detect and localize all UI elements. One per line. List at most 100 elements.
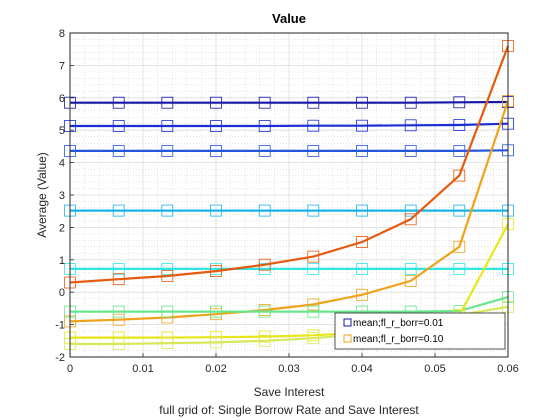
data-point <box>453 262 466 275</box>
data-point <box>453 169 466 182</box>
legend-box <box>334 312 506 350</box>
data-point <box>356 119 368 132</box>
data-point <box>404 213 417 226</box>
legend-marker-1 <box>343 318 352 327</box>
x-tick-label: 0.05 <box>424 363 445 375</box>
data-point <box>161 337 174 350</box>
x-tick-label: 0.01 <box>132 363 153 375</box>
legend-marker-2 <box>343 334 352 343</box>
data-point <box>161 305 174 318</box>
legend-label-2: mean;fl_r_borr=0.10 <box>353 334 444 345</box>
x-axis-title: Save Interest <box>254 385 325 399</box>
legend: mean;fl_r_borr=0.01 mean;fl_r_borr=0.10 <box>334 312 506 350</box>
chart-caption: full grid of: Single Borrow Rate and Sav… <box>159 403 419 417</box>
data-point <box>258 305 271 318</box>
data-point <box>210 204 222 217</box>
data-point <box>210 96 222 109</box>
legend-entry-2: mean;fl_r_borr=0.10 <box>343 334 444 345</box>
y-tick-label: 2 <box>59 222 65 234</box>
data-point <box>307 305 320 318</box>
y-tick-label: 4 <box>59 158 65 170</box>
x-tick-label: 0 <box>67 363 73 375</box>
data-point <box>112 273 125 286</box>
series-line-2 <box>70 122 509 128</box>
y-tick-label: -2 <box>55 352 65 364</box>
data-point <box>404 119 417 132</box>
data-point <box>112 313 125 326</box>
x-tick-label: 0.03 <box>278 363 299 375</box>
data-point <box>307 262 320 275</box>
data-point <box>404 204 417 217</box>
y-axis-title: Average (Value) <box>35 152 49 238</box>
data-point <box>356 262 368 275</box>
data-point <box>453 240 466 253</box>
data-point <box>210 120 222 132</box>
data-point <box>453 96 466 109</box>
data-point <box>307 144 320 157</box>
data-point <box>258 258 271 271</box>
y-tick-label: 5 <box>59 125 65 137</box>
data-point <box>161 96 174 109</box>
data-point <box>161 120 174 132</box>
data-point <box>453 119 466 131</box>
data-point <box>258 96 271 109</box>
data-point <box>404 262 417 275</box>
y-tick-label: -1 <box>55 320 65 332</box>
data-point <box>356 288 368 301</box>
y-tick-label: 6 <box>59 93 65 105</box>
data-point <box>258 144 271 157</box>
data-point <box>356 144 368 157</box>
data-point <box>258 334 271 347</box>
y-tick-label: 0 <box>59 287 65 299</box>
data-point <box>112 262 125 275</box>
data-point <box>307 332 320 345</box>
data-point <box>307 298 320 311</box>
x-tick-label: 0.02 <box>205 363 226 375</box>
y-axis-ticks: -2 -1 0 1 2 3 4 5 6 7 8 <box>55 28 74 364</box>
data-point <box>210 336 222 349</box>
x-axis-ticks: 0 0.01 0.02 0.03 0.04 0.05 0.06 <box>67 353 519 375</box>
data-point <box>356 96 368 109</box>
x-tick-label: 0.06 <box>497 363 518 375</box>
data-point <box>404 144 417 157</box>
y-tick-label: 7 <box>59 60 65 72</box>
data-point <box>112 305 125 318</box>
data-point <box>112 96 125 109</box>
data-point <box>112 120 125 132</box>
data-point <box>404 274 417 287</box>
data-point <box>210 144 222 157</box>
data-point <box>453 204 466 217</box>
data-point <box>356 204 368 217</box>
data-point <box>112 204 125 217</box>
data-point <box>307 250 320 263</box>
y-tick-label: 3 <box>59 190 65 202</box>
data-point <box>112 338 125 350</box>
data-point <box>453 144 466 157</box>
legend-label-1: mean;fl_r_borr=0.01 <box>353 318 444 329</box>
y-tick-label: 1 <box>59 255 65 267</box>
data-point <box>210 305 222 318</box>
series-line-6 <box>69 45 510 284</box>
data-point <box>210 265 222 278</box>
data-point <box>307 119 320 132</box>
legend-entry-1: mean;fl_r_borr=0.01 <box>343 318 444 329</box>
data-point <box>161 262 174 275</box>
series-line-1 <box>70 100 509 104</box>
data-point <box>161 144 174 157</box>
data-point <box>258 204 271 217</box>
series-line-7 <box>69 100 510 323</box>
data-point <box>356 236 368 248</box>
chart-title: Value <box>272 11 306 26</box>
data-point <box>307 204 320 217</box>
data-point <box>307 96 320 109</box>
data-point <box>404 96 417 109</box>
data-point <box>161 270 174 282</box>
data-point <box>161 204 174 217</box>
series-3 <box>64 144 514 157</box>
data-point <box>258 120 271 132</box>
data-point <box>112 144 125 157</box>
series-line-3 <box>70 149 509 152</box>
x-tick-label: 0.04 <box>351 363 372 375</box>
series-line-8 <box>70 296 509 313</box>
